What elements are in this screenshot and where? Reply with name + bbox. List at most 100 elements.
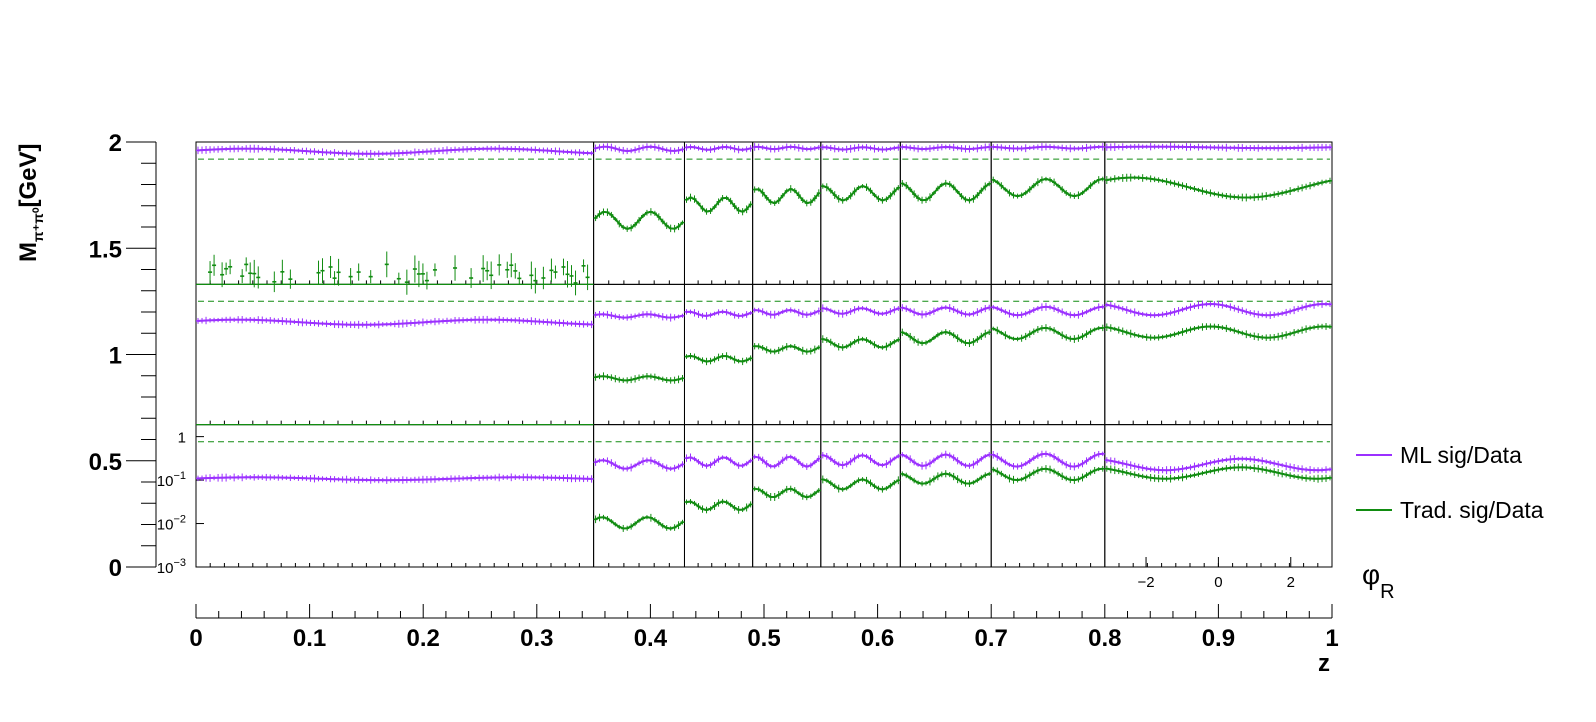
data-point — [228, 259, 233, 275]
panel-frame — [1104, 424, 1333, 568]
series-line — [992, 177, 1103, 198]
x-tick-label: 0.1 — [293, 625, 326, 652]
data-point — [529, 261, 534, 290]
data-point — [469, 268, 474, 288]
series-line — [754, 145, 819, 151]
data-point — [404, 269, 409, 295]
y-tick-label: 2 — [109, 130, 122, 157]
panel-frame — [990, 424, 1106, 568]
series-ml — [196, 142, 1332, 484]
panel-frame — [195, 141, 595, 285]
series-line — [594, 210, 684, 230]
data-point — [585, 264, 590, 291]
data-point — [513, 263, 518, 279]
data-point — [505, 261, 510, 278]
legend: ML sig/Data Trad. sig/Data — [1356, 442, 1544, 523]
series-line — [754, 309, 820, 316]
data-point — [384, 251, 389, 278]
panel-frame — [820, 283, 901, 426]
data-point — [244, 257, 249, 272]
series-line — [1106, 325, 1331, 339]
series-line — [822, 146, 899, 151]
data-point — [565, 261, 570, 288]
x-tick-label: 0.5 — [747, 625, 780, 652]
data-point — [224, 262, 229, 275]
data-point — [489, 261, 494, 290]
axes-layer: 0 0.5 1 1.5 2 0 0.1 0.2 0.3 0.4 0.5 0.6 0.7 0.8 0.9 1 1 1… — [89, 130, 1339, 652]
data-point — [561, 258, 566, 276]
series-line — [1106, 302, 1331, 317]
data-point — [541, 266, 546, 290]
panel-frame — [593, 424, 685, 568]
data-point — [280, 259, 285, 284]
x-axis-label: z — [1318, 650, 1330, 677]
ratio-tick-label: 10−3 — [157, 557, 186, 577]
data-point — [336, 258, 341, 286]
y-axis-label-unit: [GeV] — [15, 144, 42, 208]
panel-frame — [1104, 141, 1333, 285]
series-line — [595, 516, 684, 530]
series-line — [686, 196, 752, 213]
series-line — [902, 145, 990, 151]
x-tick-label: 0.8 — [1088, 625, 1121, 652]
data-point — [416, 260, 421, 288]
panel-frame — [195, 283, 595, 426]
data-point — [485, 261, 490, 281]
y-tick-label: 0.5 — [89, 449, 122, 476]
legend-entry-ml[interactable]: ML sig/Data — [1356, 442, 1522, 468]
y-axis-title: Mπ⁺π⁰[GeV] — [15, 144, 46, 262]
series-line — [754, 187, 820, 205]
data-point — [549, 258, 554, 283]
data-point — [356, 263, 361, 281]
y-tick-label: 1.5 — [89, 236, 122, 263]
data-point — [420, 263, 425, 285]
data-point — [332, 271, 337, 286]
series-line — [595, 375, 683, 382]
series-line — [1106, 457, 1331, 472]
marks-layer — [196, 142, 1332, 532]
series-line — [901, 331, 990, 345]
data-point — [412, 255, 417, 283]
series-line — [901, 182, 990, 202]
series-line — [822, 338, 899, 349]
series-line — [901, 453, 990, 467]
legend-label-ml: ML sig/Data — [1400, 442, 1522, 468]
data-point — [212, 254, 217, 276]
data-point — [517, 271, 522, 285]
data-point — [573, 270, 578, 296]
series-line — [822, 185, 899, 202]
data-point — [497, 254, 502, 276]
series-line — [686, 500, 752, 512]
series-line — [901, 472, 990, 485]
data-point — [453, 255, 458, 281]
series-trad — [208, 173, 1332, 532]
data-point — [348, 268, 353, 286]
data-point — [569, 265, 574, 287]
series-line — [686, 310, 751, 317]
data-point — [240, 269, 245, 284]
series-line — [197, 147, 592, 155]
data-point — [396, 272, 401, 285]
data-point — [533, 267, 538, 294]
data-point — [248, 262, 253, 285]
panel-frame — [899, 141, 992, 285]
panel-frame — [990, 283, 1106, 426]
panel-frame — [752, 141, 822, 285]
ratio-tick-exp: −2 — [173, 514, 186, 526]
series-line — [686, 456, 752, 467]
phi-tick-label: 2 — [1287, 574, 1295, 591]
series-line — [992, 467, 1103, 482]
x-tick-label: 0.6 — [861, 625, 894, 652]
legend-entry-trad[interactable]: Trad. sig/Data — [1356, 497, 1544, 523]
data-point — [220, 262, 225, 288]
data-point — [424, 271, 429, 290]
series-line — [822, 478, 899, 491]
y-axis-label: M — [15, 242, 42, 262]
series-line — [992, 305, 1103, 317]
panel-frame — [990, 141, 1106, 285]
x-tick-label: 0.3 — [520, 625, 553, 652]
ratio-tick-base: 10 — [157, 560, 174, 577]
ratio-tick-base: 10 — [157, 473, 174, 490]
panel-frame — [683, 424, 754, 568]
